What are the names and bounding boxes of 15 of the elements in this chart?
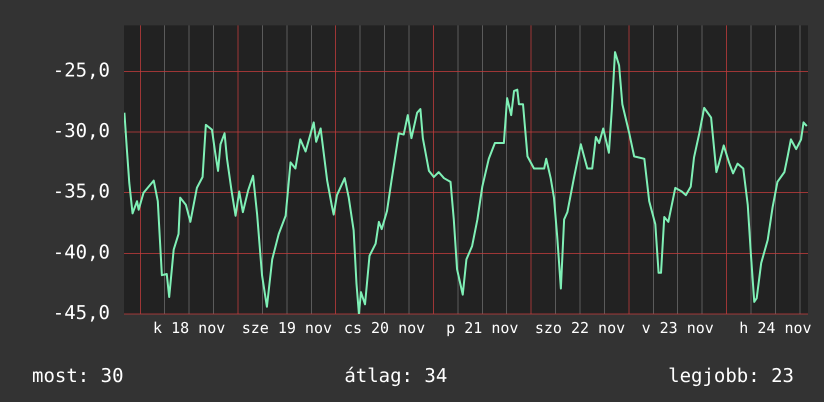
x-tick-label: cs 20 nov	[344, 318, 426, 337]
x-tick-label: k 18 nov	[153, 318, 226, 337]
text: átlag: 34	[344, 365, 448, 387]
y-tick-label: -30,0	[52, 120, 110, 142]
x-tick-label: h 24 nov	[739, 318, 812, 337]
y-tick-label: -35,0	[52, 180, 110, 203]
x-tick-label: szo 22 nov	[534, 318, 626, 337]
x-tick-label: p 21 nov	[446, 318, 518, 337]
text: most: 30	[32, 365, 124, 387]
y-tick-label: -45,0	[52, 302, 110, 324]
x-tick-label: v 23 nov	[642, 318, 714, 337]
y-tick-label: -25,0	[52, 59, 110, 82]
text: legjobb: 23	[668, 365, 794, 387]
x-tick-label: sze 19 nov	[242, 318, 332, 337]
y-tick-label: -40,0	[52, 241, 110, 264]
